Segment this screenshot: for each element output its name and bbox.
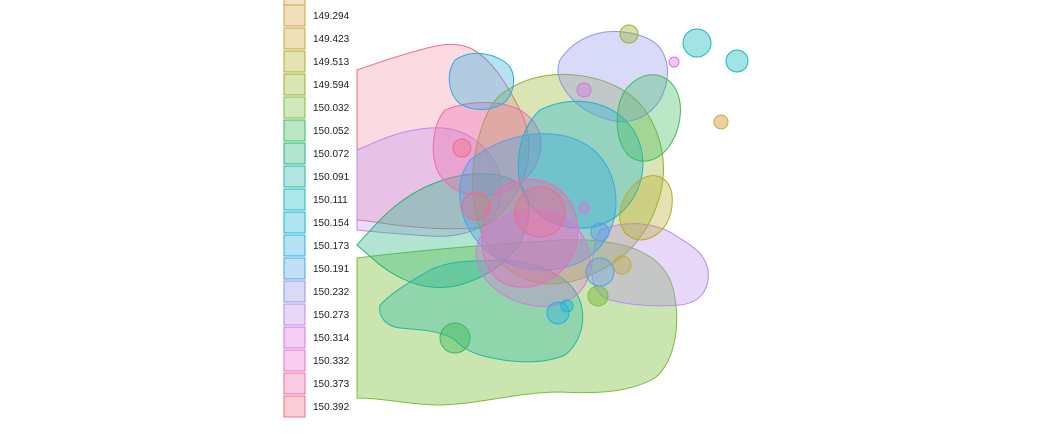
legend-swatch xyxy=(283,50,306,73)
density-blob xyxy=(576,82,592,98)
legend-swatch xyxy=(283,4,306,27)
density-blob xyxy=(461,191,491,221)
density-blob xyxy=(514,186,566,238)
legend-swatch xyxy=(283,349,306,372)
density-region xyxy=(475,209,591,307)
plot-area xyxy=(356,24,749,406)
density-blob xyxy=(713,114,729,130)
legend-label: 150.373 xyxy=(313,379,350,390)
density-region xyxy=(356,127,502,237)
legend-swatch xyxy=(283,234,306,257)
legend-label: 149.513 xyxy=(313,57,350,68)
legend-label: 150.392 xyxy=(313,402,350,413)
density-region xyxy=(356,173,530,289)
density-region xyxy=(356,43,530,230)
legend-swatch xyxy=(283,211,306,234)
density-blob xyxy=(619,24,639,44)
density-blob xyxy=(452,138,472,158)
density-blob xyxy=(587,285,609,307)
legend-swatch xyxy=(283,165,306,188)
legend-swatch-partial xyxy=(283,0,306,6)
density-region xyxy=(481,178,579,288)
legend-swatch xyxy=(283,372,306,395)
density-blob xyxy=(725,49,749,73)
legend-swatch xyxy=(283,395,306,418)
density-region xyxy=(616,74,681,162)
density-blob xyxy=(612,255,632,275)
legend-label: 150.052 xyxy=(313,126,350,137)
density-region xyxy=(591,223,709,307)
legend-label: 150.173 xyxy=(313,241,350,252)
legend-label: 150.273 xyxy=(313,310,350,321)
density-region xyxy=(459,133,617,271)
density-blob xyxy=(560,299,574,313)
density-blob xyxy=(439,322,471,354)
legend-swatch xyxy=(283,27,306,50)
density-region xyxy=(557,31,668,123)
legend-swatch xyxy=(283,257,306,280)
legend-swatch xyxy=(283,73,306,96)
legend-swatch xyxy=(283,188,306,211)
legend-swatch xyxy=(283,326,306,349)
legend-label: 150.032 xyxy=(313,103,350,114)
legend-label: 149.423 xyxy=(313,34,350,45)
legend-swatch xyxy=(283,119,306,142)
legend-label: 150.191 xyxy=(313,264,350,275)
legend-swatch xyxy=(283,280,306,303)
legend-label: 150.332 xyxy=(313,356,350,367)
legend-swatch xyxy=(283,96,306,119)
density-region xyxy=(619,175,673,241)
density-blob xyxy=(546,301,570,325)
density-region xyxy=(356,239,678,406)
density-region xyxy=(448,53,515,110)
legend: 149.294 149.423 149.513 149.594 150.032 150.0… xyxy=(283,0,350,418)
density-region xyxy=(379,259,584,363)
legend-label: 150.072 xyxy=(313,149,350,160)
legend-label: 149.594 xyxy=(313,80,350,91)
legend-label: 149.294 xyxy=(313,11,350,22)
density-blob xyxy=(585,257,615,287)
density-blob xyxy=(682,28,712,58)
legend-swatch xyxy=(283,303,306,326)
legend-label: 150.154 xyxy=(313,218,350,229)
density-blob xyxy=(668,56,680,68)
legend-label: 150.111 xyxy=(313,195,348,206)
density-blob xyxy=(590,222,610,242)
density-blob xyxy=(578,202,590,214)
legend-label: 150.314 xyxy=(313,333,350,344)
legend-label: 150.232 xyxy=(313,287,350,298)
legend-swatch xyxy=(283,142,306,165)
legend-label: 150.091 xyxy=(313,172,350,183)
